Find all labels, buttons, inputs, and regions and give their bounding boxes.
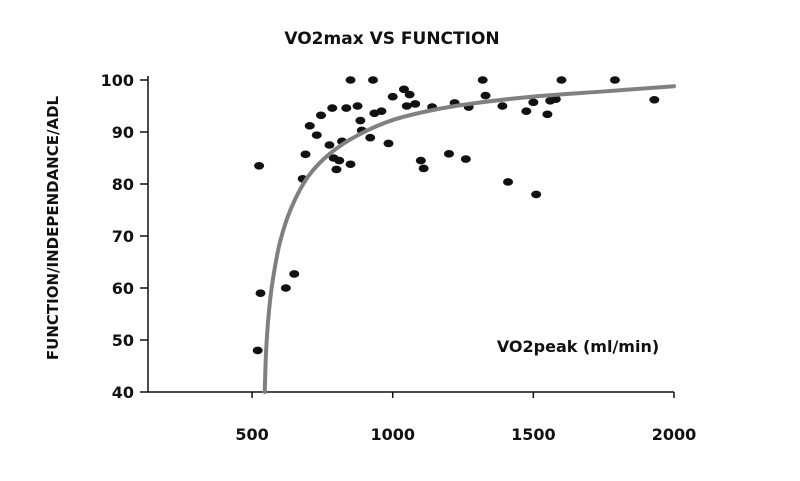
data-point [304, 121, 315, 130]
data-point [368, 76, 379, 84]
data-point [460, 155, 471, 163]
data-point [404, 90, 415, 99]
x-tick-label: 500 [235, 425, 268, 444]
y-axis-label: FUNCTION/INDEPENDANCE/ADL [44, 95, 62, 360]
data-point [252, 346, 263, 355]
data-point [556, 76, 567, 84]
data-point [528, 98, 539, 107]
x-tick-label: 1000 [370, 425, 415, 444]
data-point [315, 111, 326, 120]
data-point [311, 131, 322, 139]
data-point [480, 91, 491, 100]
y-tick-label: 40 [112, 383, 134, 402]
data-point [415, 156, 426, 165]
data-point [531, 190, 542, 199]
x-tick-label: 2000 [652, 425, 697, 444]
data-point [345, 160, 356, 169]
data-point [376, 107, 387, 115]
data-point [418, 164, 429, 173]
y-tick-label: 90 [112, 123, 134, 142]
x-ticks: 500 1000 1500 2000 [235, 392, 696, 444]
y-tick-label: 70 [112, 227, 134, 246]
data-point [410, 100, 421, 108]
data-point [255, 289, 266, 298]
x-axis-label: VO2peak (ml/min) [497, 337, 659, 356]
data-point [352, 102, 363, 110]
data-point [387, 92, 398, 101]
data-point [383, 139, 394, 148]
data-point [649, 95, 660, 104]
data-point [341, 104, 352, 112]
data-point [334, 156, 345, 165]
data-point [521, 107, 532, 115]
y-tick-label: 80 [112, 175, 134, 194]
data-point [398, 85, 409, 94]
data-point [365, 133, 376, 142]
data-point [550, 95, 561, 104]
fit-curve [262, 84, 676, 394]
data-point [497, 102, 508, 110]
data-point [355, 116, 366, 125]
data-points [252, 76, 660, 355]
y-tick-label: 60 [112, 279, 134, 298]
data-point [345, 76, 356, 84]
data-point [327, 104, 338, 112]
data-point [477, 76, 488, 84]
data-point [609, 76, 620, 84]
data-point [280, 284, 291, 292]
data-point [401, 102, 412, 110]
data-point [542, 110, 553, 119]
data-point [300, 150, 311, 159]
y-tick-label: 100 [101, 71, 134, 90]
data-point [289, 270, 300, 278]
data-point [443, 150, 454, 158]
x-tick-label: 1500 [511, 425, 556, 444]
data-point [324, 141, 335, 149]
chart-title: VO2max VS FUNCTION [284, 29, 499, 49]
y-ticks: 40 50 60 70 80 90 100 [101, 71, 148, 402]
data-point [254, 162, 265, 170]
y-tick-label: 50 [112, 331, 134, 350]
data-point [331, 165, 342, 174]
data-point [503, 178, 514, 186]
